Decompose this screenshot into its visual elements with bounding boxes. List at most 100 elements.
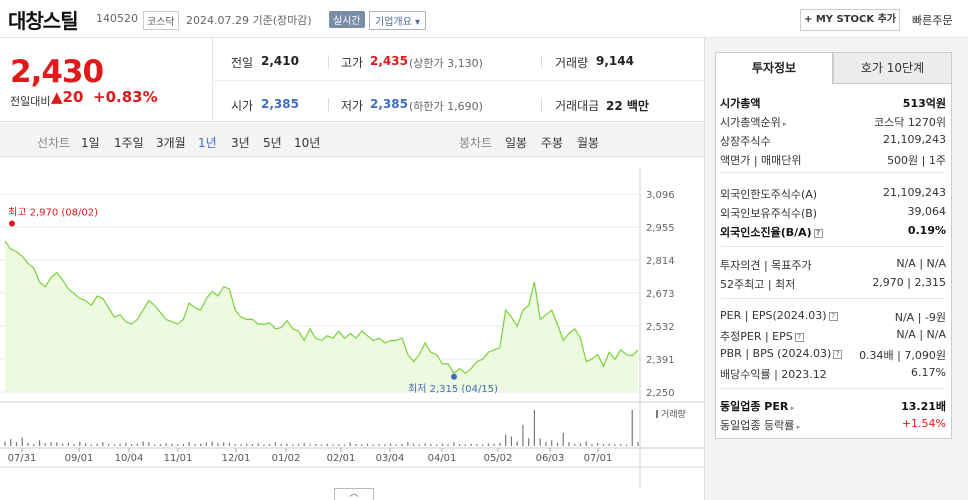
x-tick-label: 07/01 bbox=[584, 453, 613, 464]
tab-investment-info[interactable]: 투자정보 bbox=[715, 52, 833, 84]
volume-bar bbox=[142, 441, 144, 446]
y-tick-label: 2,814 bbox=[646, 256, 675, 267]
tab-3year[interactable]: 3년 bbox=[231, 136, 250, 150]
volume-bar bbox=[228, 442, 231, 446]
tab-weekly-candle[interactable]: 주봉 bbox=[541, 136, 564, 150]
tab-monthly-candle[interactable]: 월봉 bbox=[577, 136, 600, 150]
x-tick-label: 10/04 bbox=[115, 453, 144, 464]
info-label: 추정PER | EPS? bbox=[720, 328, 804, 344]
volume-bar bbox=[349, 442, 351, 446]
quick-order-button[interactable]: 빠른주문 bbox=[912, 14, 953, 27]
volume-bar bbox=[482, 444, 484, 446]
volume-bar bbox=[372, 444, 374, 446]
info-label: 외국인보유주식수(B) bbox=[720, 207, 818, 220]
info-label[interactable]: 동일업종 PER ▸ bbox=[720, 400, 795, 413]
volume-bar bbox=[292, 444, 294, 446]
volume-bar bbox=[15, 442, 18, 446]
volume-bar bbox=[182, 444, 184, 446]
info-label[interactable]: 시가총액순위 ▸ bbox=[720, 116, 787, 129]
volume-bar bbox=[579, 443, 582, 446]
volume-bar bbox=[401, 444, 403, 446]
volume-bar bbox=[73, 444, 75, 446]
volume-bar bbox=[171, 443, 173, 446]
price-chart[interactable]: 3,096 2,955 2,814 2,673 2,532 2,391 2,250 최고 2,… bbox=[0, 158, 704, 488]
x-tick-label: 05/02 bbox=[484, 453, 513, 464]
volume-bar bbox=[487, 443, 489, 446]
current-price: 2,430 bbox=[10, 54, 104, 90]
volume-bar bbox=[499, 442, 501, 446]
volume-bar bbox=[516, 441, 518, 446]
volume-bar bbox=[159, 444, 161, 446]
volume-bar bbox=[44, 443, 46, 446]
volume-bar bbox=[476, 444, 478, 446]
realtime-button[interactable]: 실시간 bbox=[329, 11, 365, 28]
info-value: 6.17% bbox=[911, 366, 946, 379]
info-value: N/A | N/A bbox=[896, 328, 946, 341]
tab-daily-candle[interactable]: 일봉 bbox=[505, 136, 528, 150]
volume-bar bbox=[303, 442, 305, 446]
volume-bar bbox=[533, 409, 536, 446]
volume-bar bbox=[309, 444, 311, 446]
x-tick-label: 11/01 bbox=[164, 453, 193, 464]
volume-bar bbox=[21, 437, 23, 446]
volume-bar bbox=[505, 434, 507, 446]
high-marker bbox=[9, 220, 15, 227]
volume-bar bbox=[585, 441, 587, 446]
help-icon[interactable]: ? bbox=[813, 228, 823, 238]
tab-1week[interactable]: 1주일 bbox=[114, 136, 144, 150]
tab-1day[interactable]: 1일 bbox=[81, 136, 100, 150]
volume-bar bbox=[361, 444, 363, 446]
volume-value: 9,144 bbox=[596, 54, 634, 68]
volume-bar bbox=[113, 444, 115, 446]
info-label: 액면가 | 매매단위 bbox=[720, 154, 802, 167]
add-mystock-button[interactable]: + MY STOCK 추가 bbox=[800, 9, 900, 31]
volume-bar bbox=[125, 442, 127, 446]
volume-legend-icon bbox=[656, 410, 658, 418]
tab-10year[interactable]: 10년 bbox=[294, 136, 321, 150]
volume-bar bbox=[211, 441, 213, 446]
info-value: 39,064 bbox=[907, 205, 947, 218]
y-tick-label: 2,955 bbox=[646, 223, 675, 234]
volume-bar bbox=[50, 442, 52, 446]
volume-bar bbox=[389, 443, 392, 446]
volume-bar bbox=[568, 442, 570, 446]
volume-bar bbox=[453, 442, 455, 446]
tab-orderbook[interactable]: 호가 10단계 bbox=[833, 52, 952, 84]
volume-bar bbox=[338, 444, 340, 446]
volume-bar bbox=[614, 444, 616, 446]
info-label[interactable]: 동일업종 등락률 ▸ bbox=[720, 419, 801, 432]
info-value: +1.54% bbox=[901, 417, 946, 430]
info-label: PBR | BPS (2024.03)? bbox=[720, 347, 843, 360]
collapse-chart-button[interactable]: ︿ bbox=[334, 488, 374, 500]
y-tick-label: 2,673 bbox=[646, 289, 675, 300]
caret-right-icon: ▸ bbox=[794, 423, 801, 431]
open-label: 시가 bbox=[231, 99, 254, 113]
company-info-dropdown[interactable]: 기업개요 ▾ bbox=[369, 11, 426, 30]
info-value: N/A | N/A bbox=[896, 257, 946, 270]
volume-bar bbox=[148, 442, 150, 446]
volume-bar bbox=[119, 443, 121, 446]
help-icon[interactable]: ? bbox=[828, 311, 838, 321]
volume-bar bbox=[355, 444, 357, 446]
line-chart-label: 선차트 bbox=[37, 136, 71, 150]
volume-bar bbox=[102, 442, 104, 446]
tab-1year[interactable]: 1년 bbox=[198, 136, 217, 150]
volume-bar bbox=[591, 444, 593, 446]
divider bbox=[721, 246, 945, 247]
volume-bar bbox=[188, 442, 190, 446]
help-icon[interactable]: ? bbox=[833, 349, 843, 359]
volume-bar bbox=[177, 444, 179, 446]
change-rate: +0.83% bbox=[93, 88, 158, 106]
volume-bar bbox=[435, 444, 438, 446]
stock-name: 대창스틸 bbox=[8, 9, 79, 33]
volume-bar bbox=[430, 444, 432, 446]
volume-bar bbox=[246, 443, 248, 446]
price-panel bbox=[0, 38, 704, 122]
tab-5year[interactable]: 5년 bbox=[263, 136, 282, 150]
help-icon[interactable]: ? bbox=[794, 332, 804, 342]
volume-bar bbox=[510, 436, 512, 446]
tab-3month[interactable]: 3개월 bbox=[156, 136, 186, 150]
volume-bar bbox=[407, 442, 409, 446]
x-tick-label: 04/01 bbox=[428, 453, 457, 464]
y-tick-label: 2,250 bbox=[646, 388, 675, 399]
